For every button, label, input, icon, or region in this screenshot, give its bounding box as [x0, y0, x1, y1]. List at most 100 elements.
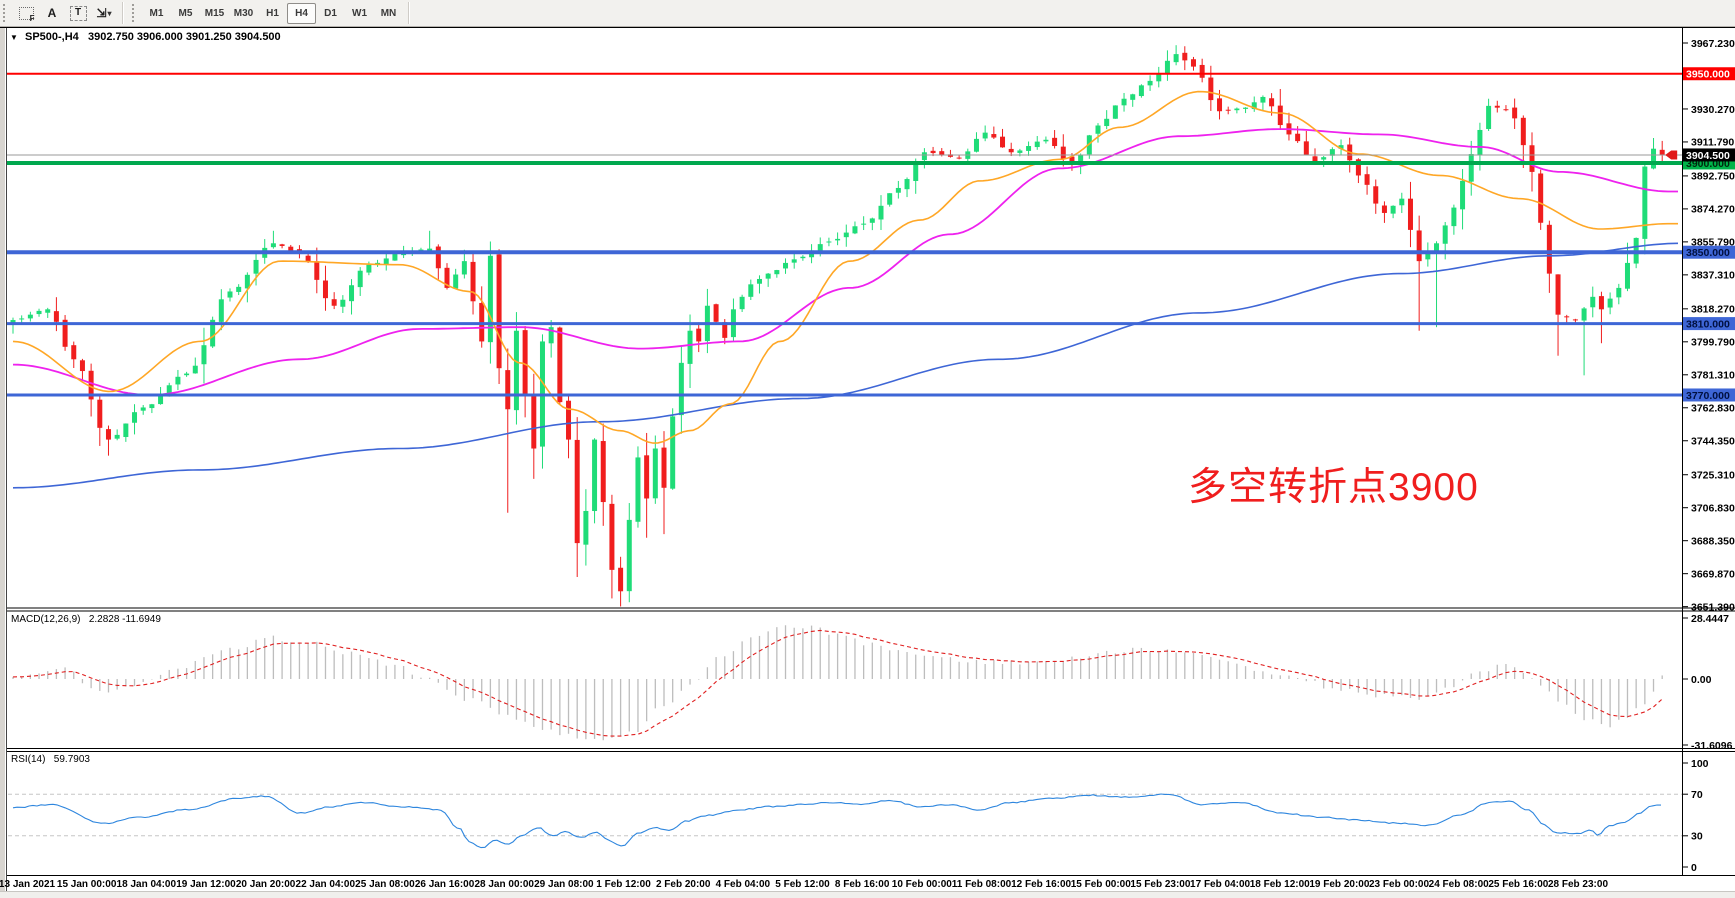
candle — [930, 150, 936, 154]
time-axis: 13 Jan 2021 15 Jan 00:00 18 Jan 04:00 19 Ja… — [0, 879, 1608, 890]
price-tick-label: 3930.270 — [1691, 104, 1735, 116]
svg-text:70: 70 — [1691, 789, 1703, 801]
candle — [175, 376, 181, 385]
window-edge — [0, 28, 5, 891]
candle — [817, 244, 823, 252]
candle — [791, 259, 797, 263]
timeframe-button-d1[interactable]: D1 — [324, 7, 337, 19]
timeframe-button-m1[interactable]: M1 — [149, 7, 164, 19]
candle — [123, 423, 129, 438]
text-label-icon[interactable]: A — [47, 6, 57, 20]
price-tick-label: 3911.790 — [1691, 137, 1734, 149]
candle — [1043, 139, 1049, 142]
macd-panel[interactable] — [12, 625, 1663, 741]
candle — [609, 503, 615, 570]
candle — [1156, 74, 1162, 82]
candle — [1000, 136, 1006, 148]
candle — [140, 407, 146, 411]
candle — [427, 248, 433, 251]
time-tick-label: 29 Jan 08:00 — [534, 879, 594, 890]
candle — [739, 296, 745, 310]
candle — [53, 311, 59, 322]
timeframe-button-m5[interactable]: M5 — [178, 7, 193, 19]
time-tick-label: 20 Jan 20:00 — [236, 879, 296, 890]
time-tick-label: 2 Feb 20:00 — [656, 879, 711, 890]
timeframe-button-mn[interactable]: MN — [380, 7, 397, 19]
candle — [1303, 141, 1309, 155]
candle — [1173, 54, 1179, 63]
candle — [722, 322, 728, 338]
candle — [913, 161, 919, 181]
time-tick-label: 19 Feb 20:00 — [1309, 879, 1369, 890]
timeframe-button-w1[interactable]: W1 — [352, 7, 367, 19]
price-tick-label: 3669.870 — [1691, 568, 1735, 580]
candle — [192, 365, 198, 374]
candle — [1364, 174, 1370, 185]
toolbar-grip[interactable] — [132, 4, 138, 22]
candle — [132, 412, 138, 423]
candle — [1138, 85, 1144, 97]
candle — [661, 447, 667, 488]
candle — [496, 254, 502, 369]
candle — [331, 299, 337, 306]
candle — [548, 327, 554, 344]
candle — [1355, 159, 1361, 176]
timeframe-button-h1[interactable]: H1 — [266, 7, 279, 19]
candle — [956, 157, 962, 159]
rsi-panel[interactable] — [8, 793, 1682, 849]
candle — [1260, 96, 1266, 103]
time-tick-label: 28 Jan 00:00 — [474, 879, 534, 890]
arrows-tool-icon[interactable]: ⇲ ▾ — [96, 6, 112, 20]
candle — [869, 218, 875, 223]
price-tick-label: 3725.310 — [1691, 470, 1735, 482]
candle — [1338, 145, 1344, 149]
time-tick-label: 1 Feb 12:00 — [596, 879, 651, 890]
price-tick-label: 3967.230 — [1691, 38, 1735, 50]
candle — [904, 179, 910, 190]
macd-axis: 28.4447 0.00 -31.6096 — [1683, 613, 1733, 752]
macd-signal-line — [12, 629, 1663, 737]
template-grid-icon[interactable]: F — [13, 3, 39, 24]
toolbar-grip[interactable] — [3, 4, 9, 22]
chevron-down-icon[interactable]: ▾ — [107, 8, 112, 18]
price-tick-label: 3688.350 — [1691, 535, 1735, 547]
candle — [305, 255, 311, 262]
candle — [1642, 166, 1648, 239]
time-tick-label: 19 Jan 12:00 — [176, 879, 236, 890]
candle — [670, 416, 676, 489]
svg-text:28.4447: 28.4447 — [1691, 613, 1729, 625]
text-box-icon[interactable]: T — [65, 3, 91, 24]
candle — [1225, 109, 1231, 111]
time-tick-label: 10 Feb 00:00 — [892, 879, 952, 890]
price-tick-label: 3744.350 — [1691, 436, 1735, 448]
candle — [1494, 105, 1500, 108]
main-chart[interactable] — [7, 45, 1682, 607]
timeframe-button-m15[interactable]: M15 — [204, 7, 225, 19]
candle — [1624, 262, 1630, 289]
candle — [991, 134, 997, 138]
candle — [79, 360, 85, 372]
svg-text:0.00: 0.00 — [1691, 674, 1712, 686]
price-tick-label: 3874.270 — [1691, 204, 1735, 216]
candle — [505, 370, 511, 410]
candle — [279, 244, 285, 246]
candle — [1243, 107, 1249, 109]
candle — [1251, 102, 1257, 110]
candle — [71, 345, 77, 360]
candle — [314, 261, 320, 280]
timeframe-button-h4[interactable]: H4 — [287, 2, 316, 24]
svg-text:3770.000: 3770.000 — [1686, 390, 1730, 402]
timeframe-button-m30[interactable]: M30 — [233, 7, 254, 19]
candle — [1008, 148, 1014, 153]
ma-fast-orange — [12, 90, 1678, 444]
chart-symbol-period: SP500-,H4 — [24, 31, 79, 43]
candle — [1052, 137, 1058, 147]
candle — [835, 238, 841, 241]
price-tick-label: 3762.830 — [1691, 403, 1735, 415]
candle — [1607, 298, 1613, 308]
candle — [973, 138, 979, 152]
candle — [253, 259, 259, 274]
candle — [861, 223, 867, 225]
chart-dropdown-icon[interactable]: ▼ — [10, 33, 18, 42]
